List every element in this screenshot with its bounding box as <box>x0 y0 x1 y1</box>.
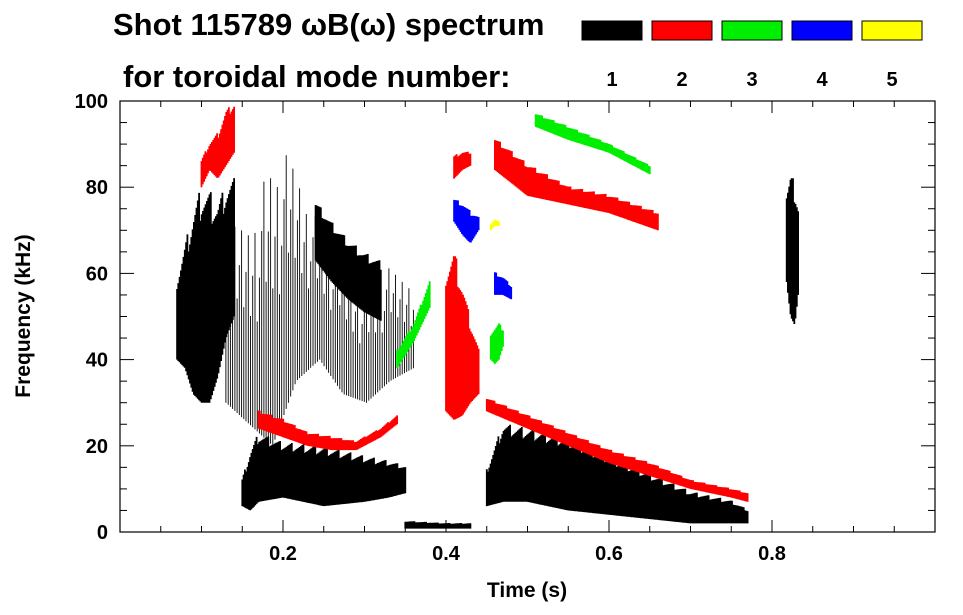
mode-2-band <box>453 151 472 179</box>
y-tick-label: 40 <box>86 350 108 372</box>
mode-2-band <box>485 399 749 502</box>
legend-label-mode-5: 5 <box>886 69 897 91</box>
series-mode-1-0 <box>176 178 235 403</box>
series-mode-3-14 <box>489 323 504 364</box>
legend-swatch-mode-3 <box>721 20 783 41</box>
mode-1-band <box>404 521 472 529</box>
x-tick-label: 0.4 <box>432 543 461 565</box>
mode-3-band <box>396 281 431 369</box>
mode-2-band <box>200 106 235 188</box>
y-tick-label: 60 <box>86 263 108 285</box>
y-tick-label: 100 <box>75 91 108 113</box>
legend-label-mode-4: 4 <box>816 69 828 91</box>
mode-1-band <box>241 436 407 511</box>
series-mode-1-3 <box>241 436 407 511</box>
series-mode-3-13 <box>396 281 431 369</box>
axes: 0.2 0.4 0.6 0.8 0 20 40 60 80 100 <box>75 91 935 565</box>
legend-swatch-mode-2 <box>651 20 713 41</box>
mode-2-band <box>257 410 398 451</box>
series-mode-3-15 <box>534 114 651 175</box>
mode-1-band <box>176 178 235 403</box>
series-mode-1-4 <box>485 424 749 524</box>
legend-label-mode-3: 3 <box>746 69 757 91</box>
y-axis-label: Frequency (kHz) <box>12 234 35 397</box>
mode-1-spikes <box>225 155 414 446</box>
mode-1-band <box>485 424 749 524</box>
mode-3-band <box>534 114 651 175</box>
series-mode-4-16 <box>453 199 480 243</box>
mode-3-band <box>489 323 504 364</box>
mode-4-band <box>453 199 480 243</box>
mode-4-band <box>494 272 513 300</box>
series-mode-2-8 <box>257 410 398 451</box>
x-tick-label: 0.2 <box>269 543 297 565</box>
chart-title: Shot 115789 ωB(ω) spectrum <box>113 7 544 42</box>
spectrum-data <box>176 106 799 529</box>
legend: 1 2 3 4 5 <box>581 20 923 91</box>
series-mode-1-5 <box>404 521 472 529</box>
series-mode-2-10 <box>485 399 749 502</box>
mode-5-band <box>489 219 500 231</box>
legend-swatch-mode-5 <box>861 20 923 41</box>
series-mode-1-6 <box>785 178 799 324</box>
series-mode-5-18 <box>489 219 500 231</box>
series-mode-1-1 <box>225 155 414 446</box>
legend-swatch-mode-4 <box>791 20 853 41</box>
series-mode-1-2 <box>314 205 382 321</box>
y-tick-label: 80 <box>86 177 108 199</box>
legend-swatch-mode-1 <box>581 20 643 41</box>
mode-1-band <box>314 205 382 321</box>
mode-1-band <box>785 178 799 324</box>
series-mode-2-9 <box>445 256 480 420</box>
series-mode-2-11 <box>494 140 659 231</box>
x-tick-label: 0.8 <box>758 543 786 565</box>
series-mode-4-17 <box>494 272 513 300</box>
mode-2-band <box>445 256 480 420</box>
mode-2-band <box>494 140 659 231</box>
series-mode-2-7 <box>200 106 235 188</box>
y-tick-label: 20 <box>86 436 108 458</box>
x-axis-label: Time (s) <box>487 579 567 602</box>
legend-label-mode-2: 2 <box>676 69 687 91</box>
series-mode-2-12 <box>453 151 472 179</box>
y-tick-label: 0 <box>97 522 108 544</box>
x-tick-label: 0.6 <box>595 543 623 565</box>
chart-subtitle: for toroidal mode number: <box>123 59 511 94</box>
legend-label-mode-1: 1 <box>606 69 617 91</box>
